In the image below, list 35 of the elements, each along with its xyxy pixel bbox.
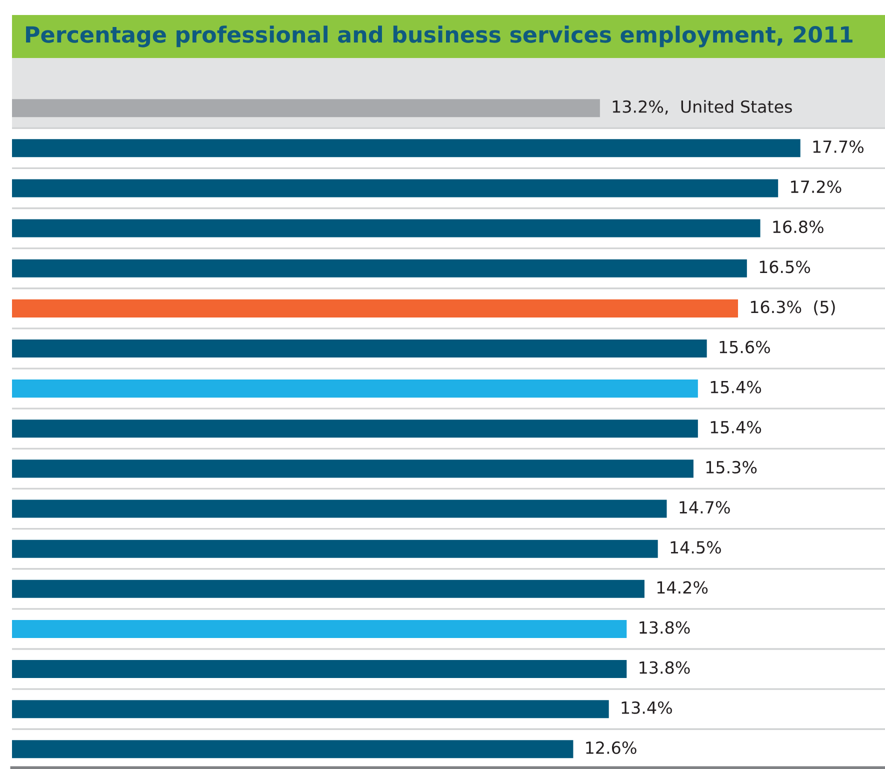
data-label: 13.2%, United States bbox=[612, 100, 792, 115]
data-label: 15.6% bbox=[720, 340, 770, 354]
bar bbox=[12, 740, 574, 758]
bar bbox=[12, 540, 658, 558]
bar bbox=[12, 339, 707, 358]
data-label: 15.4% bbox=[710, 380, 762, 394]
data-label: 13.8% bbox=[640, 621, 690, 634]
bar bbox=[12, 99, 600, 118]
bar bbox=[12, 380, 698, 398]
data-label: 15.4% bbox=[710, 420, 762, 434]
bar bbox=[12, 219, 760, 238]
data-label: 16.8% bbox=[773, 220, 824, 234]
data-label: 14.2% bbox=[657, 581, 708, 594]
bar bbox=[12, 299, 738, 318]
data-label: 14.5% bbox=[670, 541, 721, 554]
bar bbox=[12, 700, 609, 718]
data-label: 15.3% bbox=[706, 460, 757, 474]
bar bbox=[12, 139, 800, 158]
chart-title: Percentage professional and business services employment, 2011 bbox=[26, 26, 852, 48]
bar bbox=[12, 660, 627, 678]
bar bbox=[12, 580, 644, 598]
data-label: 12.6% bbox=[586, 741, 636, 754]
data-label: 17.7% bbox=[813, 140, 864, 153]
bar bbox=[12, 500, 667, 518]
data-label: 16.5% bbox=[760, 260, 810, 274]
data-label: 13.4% bbox=[622, 701, 672, 714]
bar bbox=[12, 460, 694, 478]
data-label: 14.7% bbox=[680, 500, 730, 514]
bar bbox=[12, 420, 698, 438]
data-label: 16.3% (5) bbox=[750, 300, 835, 316]
bar bbox=[12, 179, 778, 198]
bar bbox=[12, 259, 747, 278]
bar bbox=[12, 620, 627, 638]
data-label: 13.8% bbox=[640, 661, 690, 674]
data-label: 17.2% bbox=[791, 180, 842, 194]
